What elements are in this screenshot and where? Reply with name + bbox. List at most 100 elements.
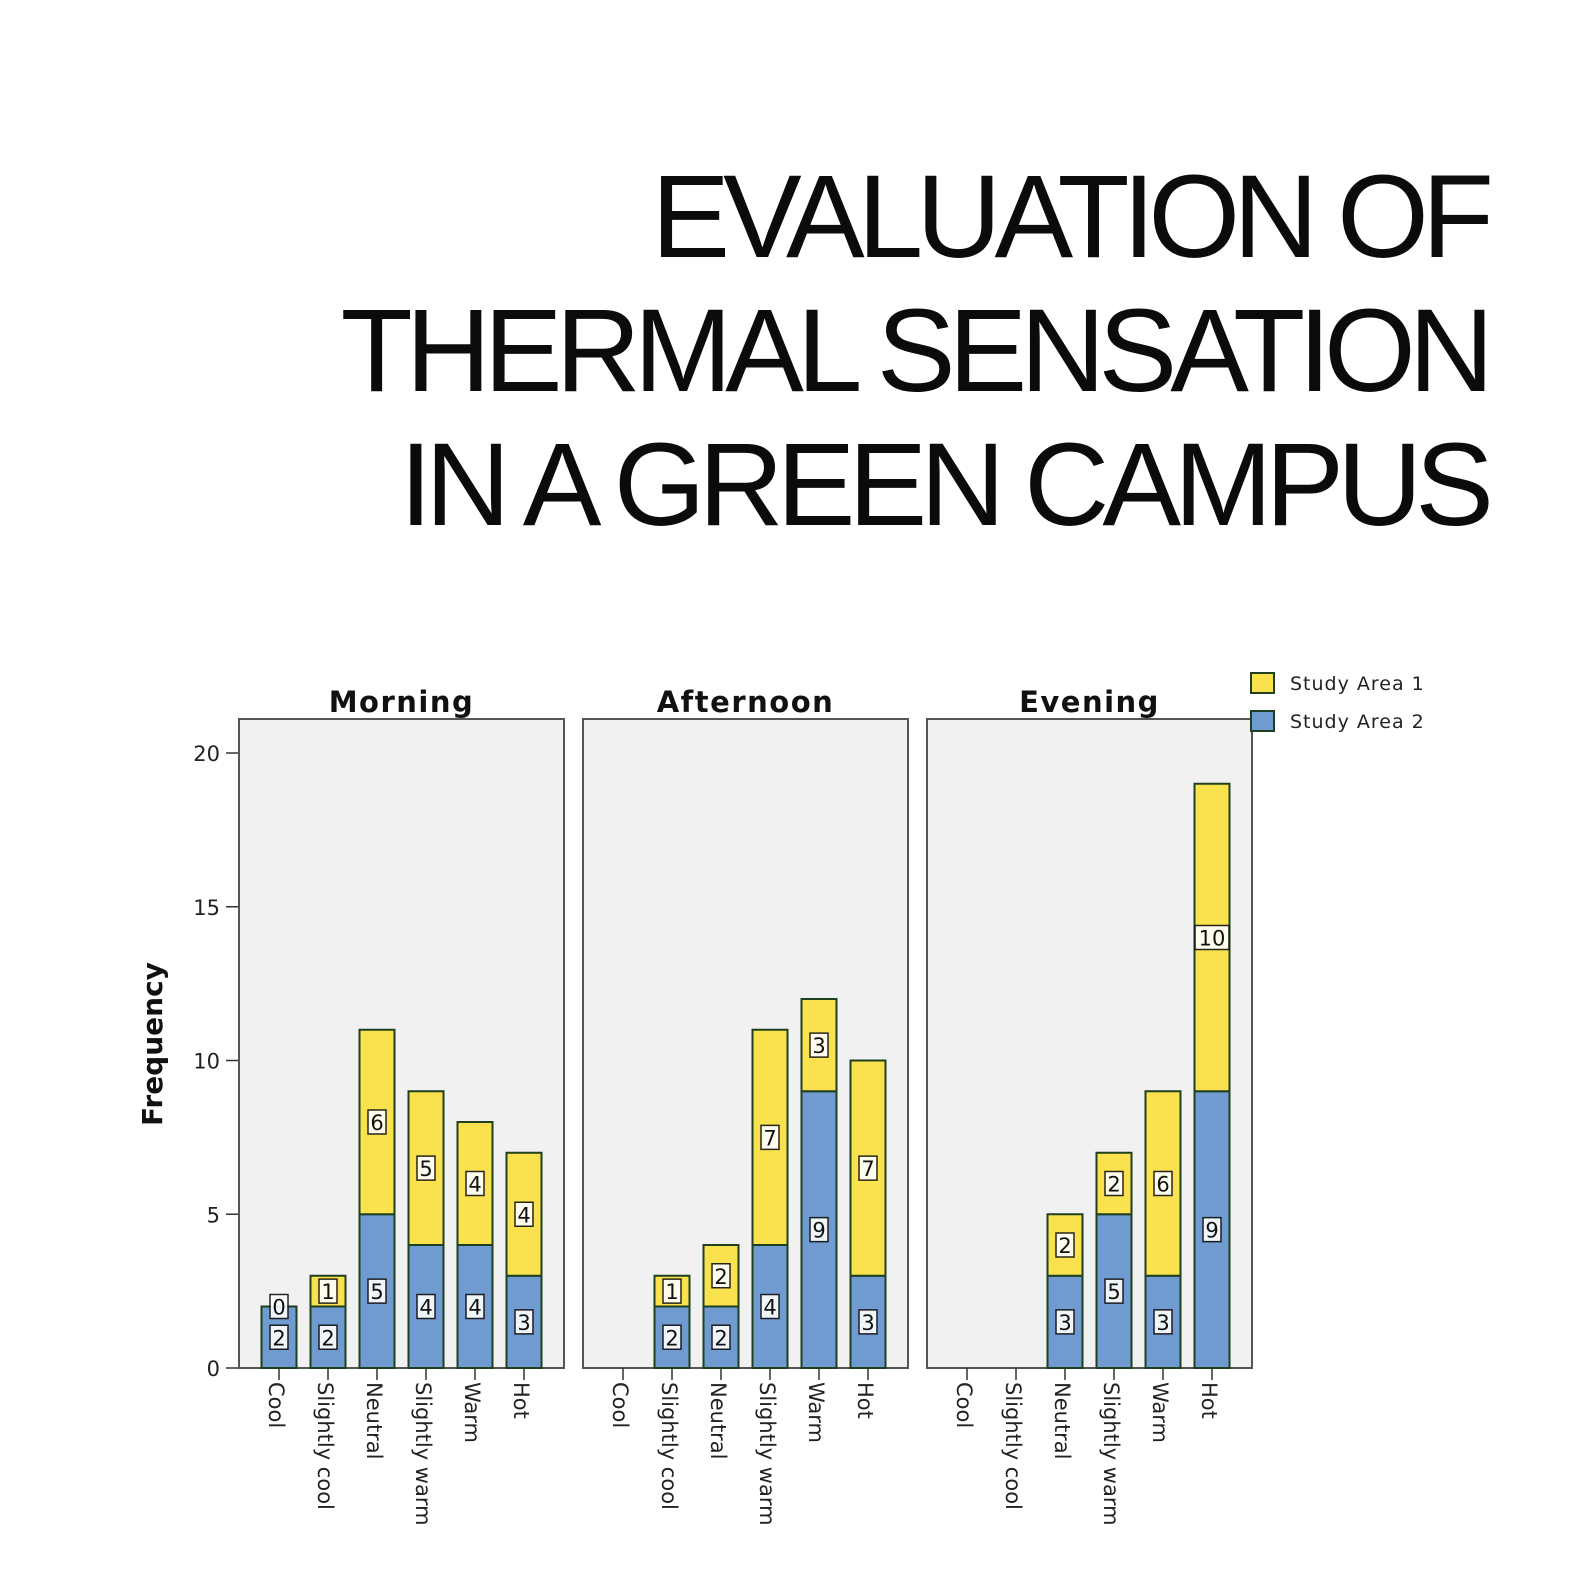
bar-study-area-1 [849,1059,887,1277]
x-tick-label: Cool [264,1382,288,1428]
x-tick-label: Slightly cool [313,1382,337,1510]
data-label: 2 [665,1326,678,1350]
data-label: 7 [763,1126,776,1150]
x-tick-label: Warm [1148,1382,1172,1443]
data-label-box [809,1216,829,1243]
panel-title: Evening [1019,685,1160,719]
data-label: 3 [812,1034,825,1058]
data-label-box [760,1124,780,1151]
data-label-box [711,1263,731,1289]
data-label-box [1153,1170,1173,1197]
x-tick-label: Neutral [362,1382,386,1460]
x-tick-label: Cool [952,1382,976,1428]
y-tick-label: 15 [193,896,220,920]
data-label-box [1194,924,1230,951]
data-label: 4 [419,1296,432,1320]
data-label-box [858,1309,878,1335]
x-tick-label: Warm [460,1382,484,1443]
data-label: 2 [1058,1234,1071,1258]
data-label: 6 [370,1111,383,1135]
title-line: IN A GREEN CAMPUS [399,419,1494,551]
x-tick-label: Hot [1197,1382,1221,1419]
bar-study-area-2 [1046,1274,1084,1369]
data-label: 5 [419,1157,432,1181]
data-label: 4 [468,1173,481,1197]
bar-study-area-1 [702,1244,740,1308]
data-label-box [514,1201,534,1227]
y-tick-label: 20 [193,742,220,766]
data-label-box [1202,1216,1222,1243]
data-label: 5 [370,1280,383,1304]
data-label-box [1055,1309,1075,1335]
y-tick-label: 5 [207,1203,220,1227]
x-tick-label: Slightly cool [657,1382,681,1510]
data-label: 9 [1205,1219,1218,1243]
data-label-box [465,1170,485,1197]
data-label-box [809,1032,829,1058]
data-label: 2 [272,1326,285,1350]
x-tick-label: Hot [853,1382,877,1419]
data-label-box [416,1155,436,1181]
data-label: 2 [321,1326,334,1350]
x-tick-label: Slightly warm [1099,1382,1123,1526]
page-title: EVALUATION OF THERMAL SENSATION IN A GRE… [187,150,1494,552]
x-tick-label: Slightly warm [755,1382,779,1526]
x-tick-label: Neutral [1050,1382,1074,1460]
data-label: 0 [272,1296,285,1320]
title-line: THERMAL SENSATION [340,285,1494,417]
data-label-box [662,1278,682,1304]
legend-swatch [1250,672,1275,694]
data-label: 3 [861,1311,874,1335]
legend-label: Study Area 2 [1290,711,1425,733]
data-label: 1 [665,1280,678,1304]
data-label-box [662,1324,682,1350]
data-label-box [269,1324,289,1350]
bar-study-area-2 [849,1274,887,1369]
data-label: 3 [517,1311,530,1335]
data-label-box [318,1278,338,1304]
data-label-box [465,1293,485,1320]
legend-label: Study Area 1 [1290,673,1425,695]
data-label: 1 [321,1280,334,1304]
data-label: 4 [763,1296,776,1320]
panel-title: Afternoon [657,685,835,719]
data-label-box [367,1278,387,1304]
x-tick-label: Slightly cool [1001,1382,1025,1510]
data-label-box [1153,1309,1173,1335]
data-label-box [514,1309,534,1335]
data-label: 2 [714,1265,727,1289]
data-label-box [711,1324,731,1350]
y-tick-label: 0 [207,1357,220,1381]
data-label: 5 [1107,1280,1120,1304]
x-tick-label: Hot [509,1382,533,1419]
x-tick-label: Slightly warm [411,1382,435,1526]
data-label: 2 [1107,1173,1120,1197]
data-label-box [416,1293,436,1320]
data-label: 6 [1156,1173,1169,1197]
data-label: 3 [1156,1311,1169,1335]
data-label-box [269,1293,289,1320]
data-label-box [858,1155,878,1181]
title-line: EVALUATION OF [651,151,1494,283]
data-label-box [760,1293,780,1320]
data-label-box [318,1324,338,1350]
data-label: 7 [861,1157,874,1181]
panel-title: Morning [329,685,475,719]
data-label: 4 [517,1203,530,1227]
data-label-box [367,1109,387,1135]
x-tick-label: Cool [608,1382,632,1428]
x-tick-label: Neutral [706,1382,730,1460]
data-label-box [1104,1170,1124,1197]
legend-swatch [1250,710,1275,732]
data-label-box [1055,1232,1075,1258]
data-label: 2 [714,1326,727,1350]
bar-study-area-2 [1095,1213,1133,1369]
data-label: 10 [1199,927,1226,951]
y-tick-label: 10 [193,1050,220,1074]
data-label: 9 [812,1219,825,1243]
y-axis-label: Frequency [136,962,169,1126]
data-label: 3 [1058,1311,1071,1335]
data-label: 4 [468,1296,481,1320]
data-label-box [1104,1278,1124,1304]
